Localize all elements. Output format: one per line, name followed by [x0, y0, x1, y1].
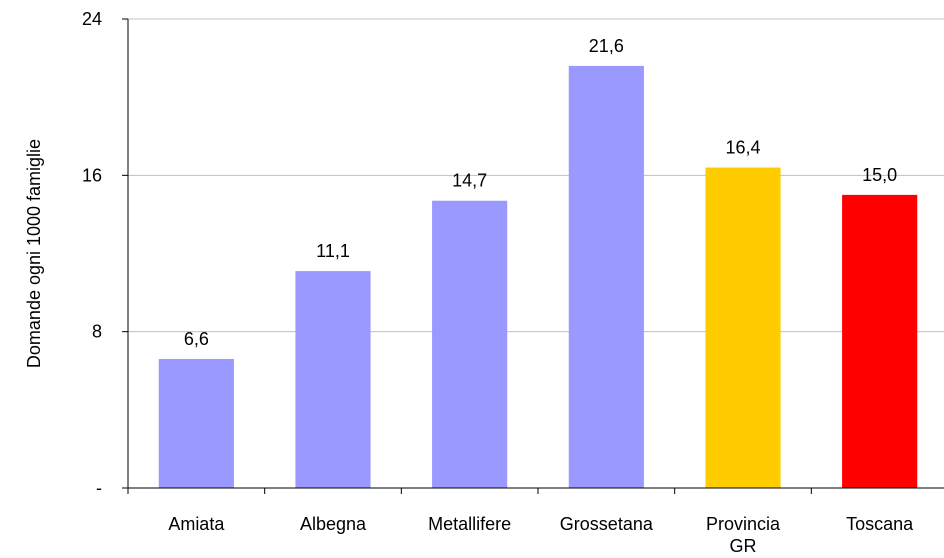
y-axis-title: Domande ogni 1000 famiglie: [24, 139, 44, 368]
data-label: 11,1: [316, 241, 350, 261]
x-tick-label: Albegna: [300, 514, 367, 534]
gridlines: [128, 18, 944, 333]
y-tick-label: -: [96, 478, 102, 498]
y-tick-label: 16: [82, 165, 102, 185]
x-tick-label: Grossetana: [560, 514, 654, 534]
data-label: 6,6: [184, 329, 209, 349]
y-tick-label: 24: [82, 9, 102, 29]
bar: [842, 194, 918, 488]
bar: [158, 359, 234, 488]
bar: [568, 65, 644, 489]
y-axis-ticks: - 8 16 24: [82, 9, 128, 498]
y-tick-label: 8: [92, 322, 102, 342]
x-tick-label: Amiata: [168, 514, 225, 534]
data-labels: 6,6 11,1 14,7 21,6 16,4 15,0: [184, 36, 897, 349]
bar: [705, 167, 781, 488]
x-tick-label: Provincia GR: [706, 514, 781, 556]
data-label: 15,0: [862, 165, 897, 185]
bar: [295, 271, 371, 488]
bar: [432, 200, 508, 489]
x-tick-label: Toscana: [846, 514, 914, 534]
data-label: 14,7: [452, 171, 487, 191]
axes: [127, 19, 944, 489]
data-label: 21,6: [589, 36, 624, 56]
bars: [158, 65, 918, 489]
data-label: 16,4: [725, 138, 760, 158]
x-axis-ticks: Amiata Albegna Metallifere Grossetana Provin…: [127, 488, 914, 556]
x-tick-label: Metallifere: [428, 514, 511, 534]
